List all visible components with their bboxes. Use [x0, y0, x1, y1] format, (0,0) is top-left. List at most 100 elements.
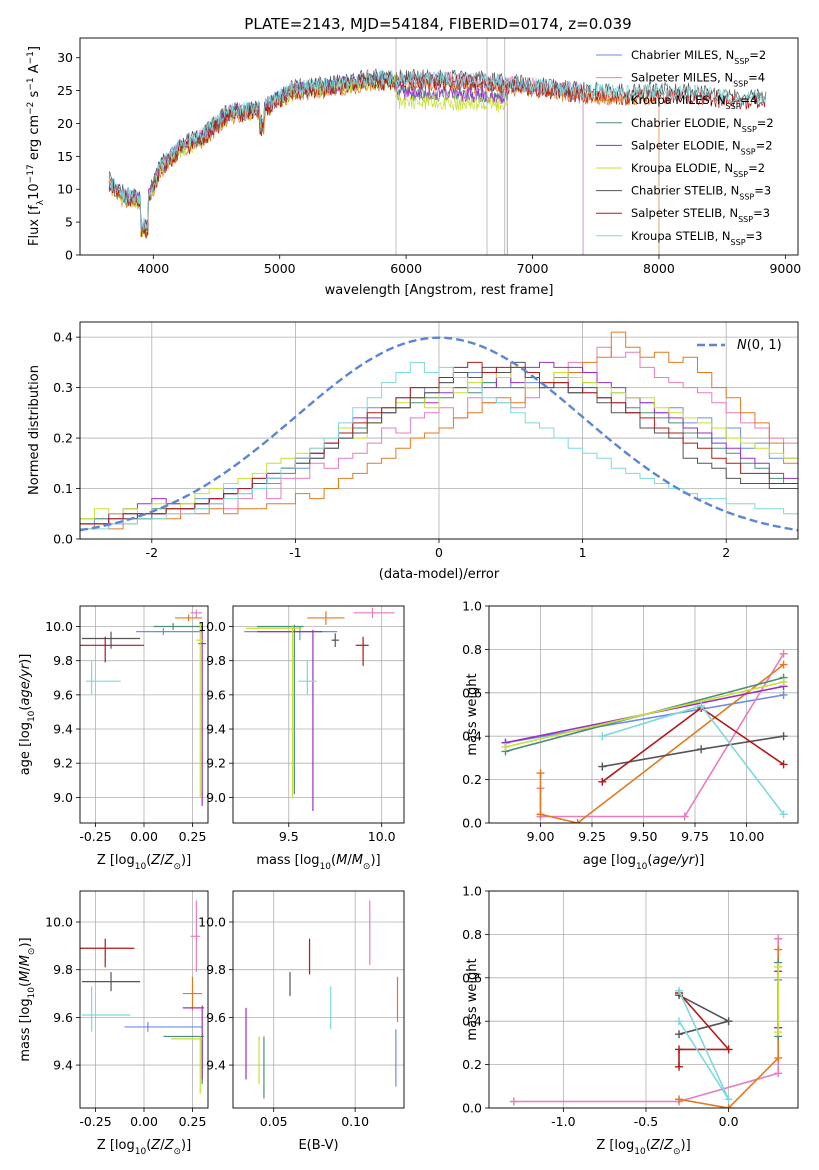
y-tick-label: 0 [65, 248, 73, 263]
marker-salpeter-miles [779, 649, 788, 658]
marker-chabrier-stelib [675, 1030, 684, 1039]
y-tick-label: 9.4 [53, 722, 73, 737]
marker-kroupa-stelib [675, 986, 684, 995]
histogram-kroupa-miles [80, 331, 798, 539]
legend-label: Salpeter ELODIE, NSSP=2 [631, 138, 773, 156]
x-axis-label: E(B-V) [298, 1138, 338, 1153]
legend-label: Salpeter STELIB, NSSP=3 [631, 206, 770, 224]
x-axis-label: Z [log10(Z/Z⊙)] [97, 853, 191, 872]
y-axis-label: Flux [fλ10−17 erg cm−2 s−1 A−1] [26, 46, 46, 246]
weight-line-chabrier-miles [505, 694, 784, 744]
y-tick-label: 9.6 [53, 1010, 73, 1025]
x-tick-label: 9.25 [578, 829, 606, 844]
x-tick-label: 0.10 [341, 1114, 369, 1129]
x-tick-label: 10.0 [368, 829, 396, 844]
marker-salpeter-miles [680, 812, 689, 821]
y-tick-label: 0.4 [462, 1014, 482, 1029]
marker-salpeter-miles [774, 934, 783, 943]
y-axis-label: age [log10(age/yr)] [18, 654, 37, 776]
panel-age-vs-weight: 9.00 9.25 9.50 9.75 10.00 0.0 0.2 0.4 0.6 0.8 1.0 a… [462, 599, 799, 872]
series-line-salpeter-miles [108, 70, 584, 255]
axes-frame [488, 605, 799, 824]
x-axis-label: (data-model)/error [379, 567, 500, 582]
y-tick-label: 0.8 [462, 927, 482, 942]
series-line-chabrier-miles [108, 72, 584, 255]
y-tick-label: 0.4 [53, 330, 73, 345]
y-tick-label: 0.6 [462, 685, 482, 700]
marker-salpeter-stelib [675, 1045, 684, 1054]
marker-chabrier-stelib [779, 732, 788, 741]
x-tick-label: 9.75 [681, 829, 709, 844]
axes-frame [488, 890, 799, 1109]
panel-mass-vs-age: 9.5 10.0 9.0 9.2 9.4 9.6 9.8 10.0 mass [log10(M/… [198, 605, 405, 872]
marker-salpeter-stelib [779, 760, 788, 769]
axes-frame [232, 605, 405, 824]
marker-salpeter-stelib [675, 1062, 684, 1071]
y-tick-label: 15 [57, 149, 73, 164]
y-tick-label: 9.6 [206, 1010, 226, 1025]
y-tick-label: 10 [57, 182, 73, 197]
x-axis-label: Z [log10(Z/Z⊙)] [596, 1138, 690, 1157]
gaussian-curve [80, 336, 798, 532]
plot-area [501, 649, 788, 823]
x-tick-label: 9.50 [630, 829, 658, 844]
y-tick-label: 0.2 [462, 772, 482, 787]
marker-chabrier-miles [779, 690, 788, 699]
y-tick-label: 9.4 [206, 1058, 226, 1073]
x-tick-label: 4000 [137, 261, 169, 276]
x-tick-label: -0.5 [634, 1114, 658, 1129]
axes-frame [79, 37, 799, 256]
x-tick-label: -1.0 [551, 1114, 575, 1129]
y-tick-label: 9.2 [206, 756, 226, 771]
x-axis-label: Z [log10(Z/Z⊙)] [97, 1138, 191, 1157]
plot-area [245, 900, 399, 1099]
x-tick-label: 8000 [643, 261, 675, 276]
panel-EBV-vs-mass: 0.05 0.10 9.4 9.6 9.8 10.0 E(B-V) [198, 890, 405, 1153]
y-tick-label: 1.0 [462, 599, 482, 614]
marker-kroupa-miles [779, 660, 788, 669]
y-tick-label: 9.4 [53, 1058, 73, 1073]
panels: 4000 5000 6000 7000 8000 9000051015202530wave… [18, 37, 801, 1157]
marker-kroupa-miles [536, 769, 545, 778]
x-tick-label: 9.00 [527, 829, 555, 844]
x-tick-label: 1 [579, 545, 587, 560]
panel-spectrum: 4000 5000 6000 7000 8000 9000 0 5 10 15 20 25 30 wave… [26, 37, 801, 298]
y-tick-label: 25 [57, 83, 73, 98]
plot-area [244, 607, 395, 812]
x-tick-label: 0.05 [260, 1114, 288, 1129]
series-line-salpeter-stelib [108, 74, 767, 240]
y-axis-label: mass weight [465, 673, 480, 755]
marker-salpeter-miles [509, 1097, 518, 1106]
histogram-kroupa-elodie [80, 366, 798, 539]
axes-frame [79, 605, 209, 824]
x-tick-label: 0.25 [179, 1114, 207, 1129]
marker-kroupa-stelib [675, 1017, 684, 1026]
marker-kroupa-elodie [774, 1028, 783, 1037]
weight-line-kroupa-stelib [678, 990, 730, 1100]
panel-Z-vs-mass: -0.25 0.00 0.25 9.4 9.6 9.8 10.0 Z [log10(Z/Z⊙)… [18, 890, 209, 1157]
x-axis-label: mass [log10(M/M⊙)] [256, 853, 380, 872]
marker-kroupa-miles [724, 1104, 733, 1108]
x-tick-label: 7000 [517, 261, 549, 276]
y-tick-label: 20 [57, 116, 73, 131]
y-tick-label: 9.4 [206, 722, 226, 737]
y-axis-label: mass [log10(M/M⊙)] [18, 937, 37, 1061]
x-tick-label: 2 [722, 545, 730, 560]
y-tick-label: 10.0 [198, 619, 226, 634]
x-tick-label: 10.00 [729, 829, 765, 844]
y-tick-label: 9.8 [53, 653, 73, 668]
y-tick-label: 9.8 [53, 962, 73, 977]
panel-Z-vs-age: -0.25 0.00 0.25 9.0 9.2 9.4 9.6 9.8 10.0 Z [log10… [18, 605, 209, 872]
weight-line-kroupa-miles [539, 663, 785, 823]
x-tick-label: 0.00 [130, 1114, 158, 1129]
x-tick-label: 0.00 [130, 829, 158, 844]
legend-label: Chabrier MILES, NSSP=2 [631, 48, 766, 66]
y-tick-label: 10.0 [45, 619, 73, 634]
x-tick-label: 9.5 [279, 829, 299, 844]
legend-label: Salpeter MILES, NSSP=4 [631, 71, 765, 89]
y-axis-label: Normed distribution [27, 365, 42, 495]
marker-kroupa-miles [774, 945, 783, 954]
y-tick-label: 0.3 [53, 380, 73, 395]
y-tick-label: 0.0 [53, 532, 73, 547]
y-tick-label: 0.8 [462, 642, 482, 657]
